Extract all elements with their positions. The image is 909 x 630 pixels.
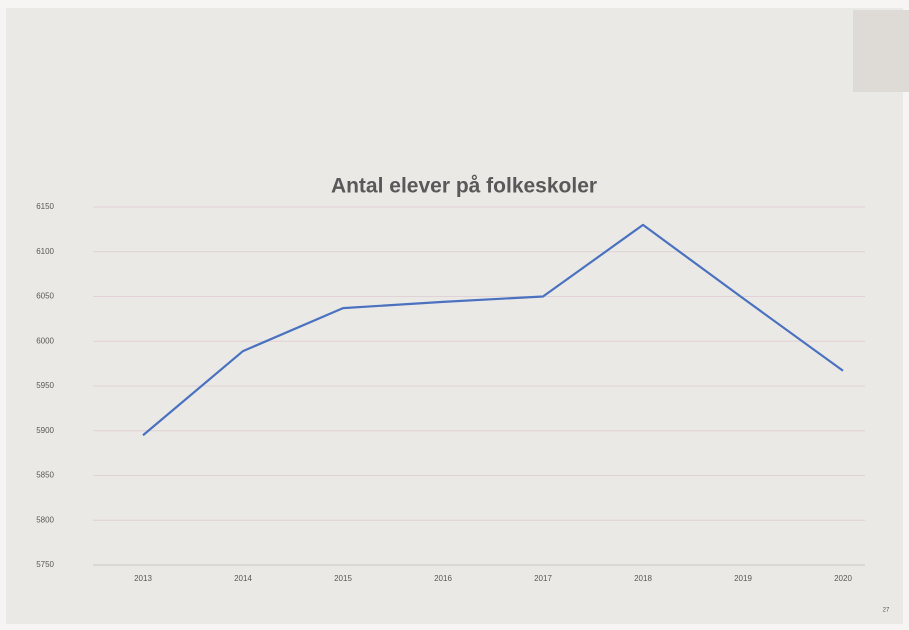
y-tick-label: 5900 [36,426,54,435]
y-tick-label: 5800 [36,515,54,524]
page-number: 27 [883,608,890,614]
x-tick-label: 2015 [334,574,352,583]
x-tick-label: 2019 [734,574,752,583]
y-tick-label: 6000 [36,336,54,345]
y-tick-label: 6150 [36,202,54,211]
y-tick-label: 5850 [36,471,54,480]
x-tick-label: 2018 [634,574,652,583]
y-tick-label: 5750 [36,560,54,569]
x-tick-label: 2013 [134,574,152,583]
y-tick-label: 6100 [36,247,54,256]
x-tick-label: 2020 [834,574,852,583]
data-line [142,223,844,437]
x-tick-label: 2016 [434,574,452,583]
slide-background [6,8,903,624]
y-tick-label: 6050 [36,292,54,301]
corner-block [853,10,909,92]
x-tick-label: 2014 [234,574,252,583]
y-tick-label: 5950 [36,381,54,390]
chart-title: Antal elever på folkeskoler [331,175,597,198]
x-tick-label: 2017 [534,574,552,583]
